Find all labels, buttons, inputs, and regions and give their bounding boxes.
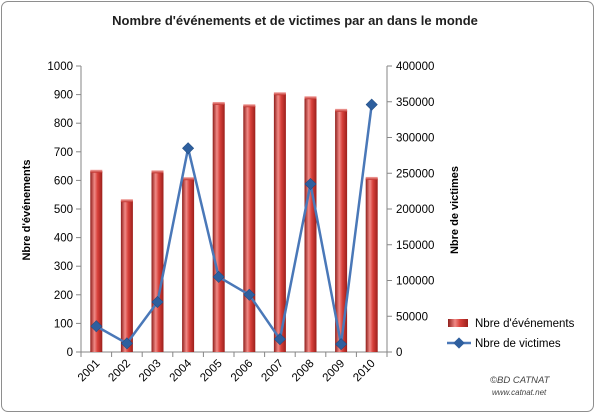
y-left-tick-label: 0 [67, 347, 73, 359]
bar-top-cap [90, 169, 103, 173]
y-right-tick-label: 0 [396, 347, 402, 359]
point-victims [365, 98, 378, 111]
source-url: www.catnat.net [492, 388, 547, 397]
x-tick-label: 2002 [106, 358, 133, 385]
bar-top-cap [365, 176, 378, 180]
point-victims [335, 338, 348, 351]
point-victims [273, 333, 286, 346]
bar-events [273, 93, 286, 352]
y-right-tick-label: 150000 [396, 240, 434, 252]
bar-top-cap [335, 108, 348, 112]
bar-top-cap [151, 170, 164, 174]
y-left-tick-label: 300 [54, 261, 73, 273]
bar-events [120, 200, 133, 352]
y-left-tick-label: 700 [54, 147, 73, 159]
copyright-text: ©BD CATNAT [490, 375, 551, 386]
legend-label-events: Nbre d'événements [475, 318, 575, 330]
y-right-tick-label: 300000 [396, 133, 434, 145]
x-tick-label: 2009 [321, 358, 348, 385]
y-right-tick-label: 250000 [396, 168, 434, 180]
legend: Nbre d'événements Nbre de victimes [447, 318, 575, 350]
y-right-tick-label: 50000 [396, 311, 428, 323]
x-tick-label: 2010 [351, 358, 378, 385]
y-right-tick-label: 100000 [396, 276, 434, 288]
bar-events [90, 171, 103, 352]
bar-top-cap [304, 96, 317, 100]
point-victims [304, 177, 317, 190]
y-left-tick-label: 1000 [47, 61, 73, 73]
bar-events [304, 97, 317, 352]
bar-events [365, 178, 378, 352]
y-right-tick-label: 400000 [396, 61, 434, 73]
bar-events [182, 178, 195, 352]
y-left-tick-label: 400 [54, 233, 73, 245]
point-victims [151, 295, 164, 308]
bar-top-cap [212, 101, 225, 105]
legend-bar-swatch [448, 319, 468, 327]
bar-events [335, 110, 348, 352]
y-right-axis-label: Nbre de victimes [449, 166, 461, 254]
y-right-tick-label: 350000 [396, 97, 434, 109]
chart-title: Nombre d'événements et de victimes par a… [112, 13, 478, 28]
bar-top-cap [182, 177, 195, 181]
x-tick-label: 2008 [290, 358, 317, 385]
point-victims [243, 288, 256, 301]
bar-top-cap [273, 92, 286, 96]
point-victims [120, 337, 133, 350]
bar-events [243, 105, 256, 352]
x-tick-label: 2005 [198, 358, 225, 385]
y-left-tick-label: 200 [54, 290, 73, 302]
y-right-tick-label: 200000 [396, 204, 434, 216]
y-left-tick-label: 600 [54, 175, 73, 187]
legend-label-victims: Nbre de victimes [475, 338, 561, 350]
point-victims [212, 270, 225, 283]
y-left-tick-label: 500 [54, 204, 73, 216]
legend-diamond-marker [453, 337, 465, 349]
bar-top-cap [120, 199, 133, 203]
x-tick-label: 2006 [229, 358, 256, 385]
x-tick-label: 2007 [259, 358, 286, 385]
bar-events [212, 103, 225, 352]
x-tick-label: 2003 [137, 358, 164, 385]
x-tick-label: 2001 [76, 358, 103, 385]
y-left-tick-label: 900 [54, 90, 73, 102]
x-tick-label: 2004 [168, 357, 195, 384]
y-left-tick-label: 100 [54, 318, 73, 330]
line-victims [95, 104, 373, 346]
bar-top-cap [243, 104, 256, 108]
bar-events [151, 171, 164, 352]
point-victims [182, 142, 195, 155]
point-victims [90, 320, 103, 333]
y-left-tick-label: 800 [54, 118, 73, 130]
y-left-axis-label: Nbre d'événements [21, 159, 33, 260]
